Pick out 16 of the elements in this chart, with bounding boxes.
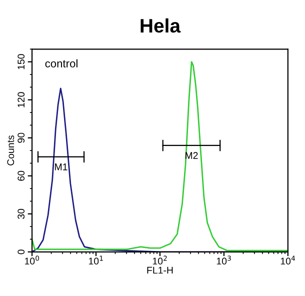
x-tick-label: 10$^{3}$ xyxy=(216,256,231,265)
legend-label: M1 xyxy=(55,164,68,170)
x-tick-label: 10$^{0}$ xyxy=(24,256,40,265)
x-tick-label: 10$^{2}$ xyxy=(152,256,167,265)
y-axis-title: Counts xyxy=(7,135,14,166)
y-tick-label: 150 xyxy=(18,54,25,70)
chart-title: Hela xyxy=(140,18,181,33)
y-tick-label: 30 xyxy=(18,208,25,219)
y-tick-label: 60 xyxy=(18,170,25,181)
y-tick-label: 90 xyxy=(18,132,25,143)
annotation: control xyxy=(45,59,78,68)
x-axis-title: FL1-H xyxy=(147,266,173,274)
x-tick-label: 10$^{1}$ xyxy=(88,256,103,265)
x-tick-label: 10$^{4}$ xyxy=(280,256,295,265)
y-tick-label: 120 xyxy=(18,92,25,108)
y-tick-label: 0 xyxy=(18,250,25,254)
